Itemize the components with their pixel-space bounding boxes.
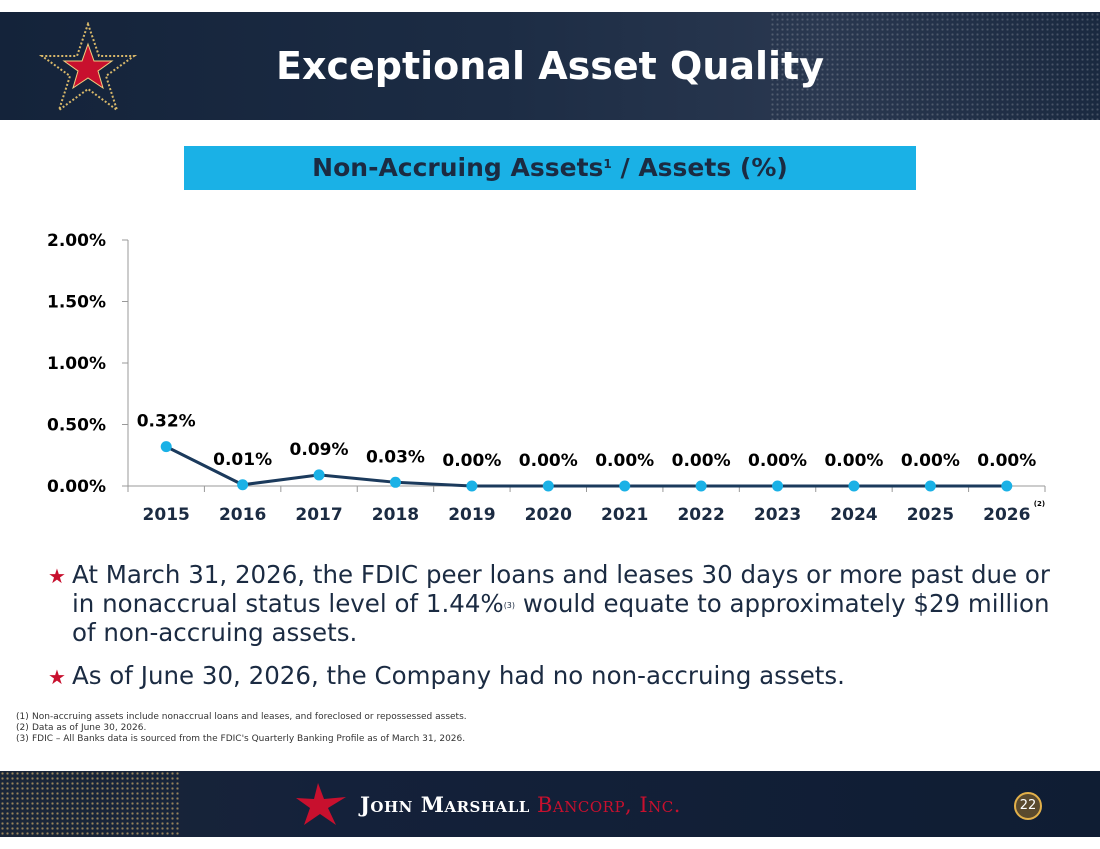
bullet-list: ★ At March 31, 2026, the FDIC peer loans… bbox=[48, 560, 1072, 704]
bullet-footnote-marker: (3) bbox=[503, 601, 516, 610]
data-point bbox=[160, 441, 172, 453]
star-bullet-icon: ★ bbox=[48, 665, 66, 689]
y-tick-label: 0.50% bbox=[47, 416, 106, 436]
footnote-text: Data as of June 30, 2026. bbox=[32, 723, 147, 733]
footnote: (2) Data as of June 30, 2026. bbox=[16, 723, 467, 734]
line-chart: 0.00% 0.50% 1.00% 1.50% 2.00% 0.32% 2015 0.01% 2… bbox=[47, 231, 1046, 525]
x-tick-label: 2019 bbox=[448, 505, 495, 525]
company-name: John Marshall bbox=[360, 791, 530, 817]
x-tick-label: 2026 bbox=[983, 505, 1030, 525]
bullet-text: As of June 30, 2026, the Company had no … bbox=[72, 661, 845, 690]
data-label: 0.03% bbox=[366, 447, 425, 467]
x-tick-label: 2024 bbox=[830, 505, 877, 525]
x-tick-label: 2021 bbox=[601, 505, 648, 525]
footnote-number: (3) bbox=[16, 734, 29, 744]
x-tick-label: 2020 bbox=[525, 505, 572, 525]
footnote-text: FDIC – All Banks data is sourced from th… bbox=[32, 734, 466, 744]
star-logo-icon bbox=[38, 22, 138, 112]
data-point bbox=[924, 480, 936, 492]
x-tick-label: 2017 bbox=[295, 505, 342, 525]
data-label: 0.09% bbox=[290, 440, 349, 460]
footnote: (3) FDIC – All Banks data is sourced from… bbox=[16, 734, 467, 745]
y-tick-label: 1.50% bbox=[47, 293, 106, 313]
x-tick-label: 2023 bbox=[754, 505, 801, 525]
data-point bbox=[313, 469, 325, 481]
x-tick-label: 2018 bbox=[372, 505, 419, 525]
data-label: 0.00% bbox=[672, 451, 731, 471]
x-tick-label: 2016 bbox=[219, 505, 266, 525]
y-tick-label: 2.00% bbox=[47, 231, 106, 251]
data-label: 0.32% bbox=[137, 412, 196, 432]
data-point bbox=[1001, 480, 1013, 492]
data-point bbox=[695, 480, 707, 492]
company-logo: John Marshall Bancorp, Inc. bbox=[296, 781, 681, 827]
star-bullet-icon: ★ bbox=[48, 564, 66, 588]
data-point bbox=[466, 480, 478, 492]
bullet-item: ★ As of June 30, 2026, the Company had n… bbox=[48, 661, 1072, 690]
x-tick-label: 2025 bbox=[907, 505, 954, 525]
data-label: 0.00% bbox=[595, 451, 654, 471]
footnote: (1) Non-accruing assets include nonaccrua… bbox=[16, 712, 467, 723]
x-tick-label: 2022 bbox=[677, 505, 724, 525]
footnote-number: (2) bbox=[16, 723, 29, 733]
chart-title-footnote-marker: 1 bbox=[603, 157, 612, 171]
data-point bbox=[542, 480, 554, 492]
series-line bbox=[165, 445, 1007, 488]
header-banner: Exceptional Asset Quality bbox=[0, 12, 1100, 120]
page-title: Exceptional Asset Quality bbox=[275, 44, 824, 88]
y-tick-label: 1.00% bbox=[47, 354, 106, 374]
x-tick-label: 2015 bbox=[143, 505, 190, 525]
bullet-text-continued: would equate to approximately $29 millio… bbox=[72, 589, 1050, 647]
data-point bbox=[772, 480, 784, 492]
data-label: 0.00% bbox=[519, 451, 578, 471]
footnotes: (1) Non-accruing assets include nonaccrua… bbox=[16, 712, 467, 745]
data-point bbox=[848, 480, 860, 492]
data-label: 0.00% bbox=[901, 451, 960, 471]
chart-title-main: Non-Accruing Assets bbox=[312, 153, 604, 182]
company-suffix: Bancorp, Inc. bbox=[536, 792, 681, 817]
data-label: 0.00% bbox=[977, 451, 1036, 471]
footer-banner: John Marshall Bancorp, Inc. 22 bbox=[0, 771, 1100, 837]
data-label: 0.00% bbox=[824, 451, 883, 471]
footnote-number: (1) bbox=[16, 712, 29, 722]
data-label: 0.00% bbox=[442, 451, 501, 471]
chart-title-bar: Non-Accruing Assets1 / Assets (%) bbox=[184, 146, 916, 190]
bullet-text: At March 31, 2026, the FDIC peer loans a… bbox=[72, 560, 1050, 618]
x-tick-footnote-marker: (2) bbox=[1034, 500, 1045, 508]
data-label: 0.00% bbox=[748, 451, 807, 471]
data-point bbox=[619, 480, 631, 492]
data-point bbox=[237, 479, 249, 491]
data-point bbox=[389, 476, 401, 488]
page-number-badge: 22 bbox=[1014, 792, 1042, 820]
data-label: 0.01% bbox=[213, 450, 272, 470]
y-tick-label: 0.00% bbox=[47, 477, 106, 497]
chart-title-rest: / Assets (%) bbox=[611, 153, 788, 182]
red-star-icon bbox=[296, 783, 346, 825]
bullet-item: ★ At March 31, 2026, the FDIC peer loans… bbox=[48, 560, 1072, 647]
footnote-text: Non-accruing assets include nonaccrual l… bbox=[32, 712, 467, 722]
